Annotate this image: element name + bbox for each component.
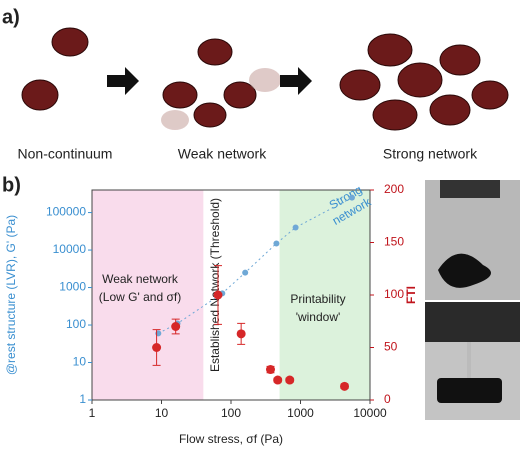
x-tick-label: 1000 xyxy=(287,406,314,420)
y-tick-label: 1 xyxy=(79,392,86,406)
annotation: 'window' xyxy=(296,310,341,324)
y2-tick-label: 50 xyxy=(384,340,398,354)
x-tick-label: 1 xyxy=(89,406,96,420)
y2-tick-label: 150 xyxy=(384,235,404,249)
annotation: Established Network (Threshold) xyxy=(208,198,222,372)
annotation: Printability xyxy=(290,292,345,306)
y-tick-label: 10 xyxy=(73,355,87,369)
panel-label: b) xyxy=(2,174,21,196)
annotation: Weak network xyxy=(102,272,179,286)
point xyxy=(242,269,249,276)
point xyxy=(348,194,355,201)
y2-axis-label: FTI xyxy=(404,286,418,304)
y2-tick-label: 0 xyxy=(384,392,391,406)
point xyxy=(213,290,223,300)
photos xyxy=(425,180,520,420)
y-tick-label: 100000 xyxy=(46,205,86,219)
point xyxy=(265,365,275,375)
panel-label: a) xyxy=(2,6,20,28)
x-tick-label: 10000 xyxy=(353,406,387,420)
y2-tick-label: 200 xyxy=(384,182,404,196)
panel-a-art xyxy=(21,27,509,131)
point xyxy=(285,375,295,385)
y-tick-label: 10000 xyxy=(53,242,87,256)
annotation: (Low G' and σf) xyxy=(99,290,181,304)
x-tick-label: 10 xyxy=(155,406,169,420)
y2-tick-label: 100 xyxy=(384,287,404,301)
y-axis-label: @rest structure (LVR), G' (Pa) xyxy=(4,215,18,375)
y-tick-label: 100 xyxy=(66,317,86,331)
x-tick-label: 100 xyxy=(221,406,241,420)
point xyxy=(171,322,181,331)
point xyxy=(273,375,283,385)
point xyxy=(292,224,299,231)
point xyxy=(152,343,162,352)
region xyxy=(92,190,204,400)
stage-label: Weak network xyxy=(178,146,267,162)
stage-label: Strong network xyxy=(383,146,478,162)
point xyxy=(273,240,280,247)
point xyxy=(236,329,246,339)
y-tick-label: 1000 xyxy=(59,280,86,294)
stage-label: Non-continuum xyxy=(18,146,113,162)
x-axis-label: Flow stress, σf (Pa) xyxy=(179,432,283,446)
point xyxy=(340,381,350,391)
